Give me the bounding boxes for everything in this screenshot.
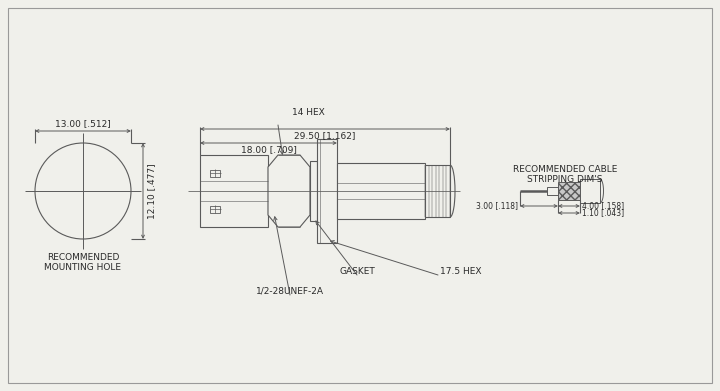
Bar — [337, 163, 425, 219]
Bar — [425, 165, 450, 217]
Text: 14 HEX: 14 HEX — [292, 108, 325, 117]
Text: RECOMMENDED
MOUNTING HOLE: RECOMMENDED MOUNTING HOLE — [45, 253, 122, 273]
Bar — [210, 170, 220, 176]
Text: 17.5 HEX: 17.5 HEX — [440, 267, 482, 276]
Bar — [558, 182, 580, 200]
Text: 12.10 [.477]: 12.10 [.477] — [147, 163, 156, 219]
Text: 1/2-28UNEF-2A: 1/2-28UNEF-2A — [256, 287, 324, 296]
Bar — [547, 187, 558, 195]
Text: 13.00 [.512]: 13.00 [.512] — [55, 119, 111, 128]
Text: RECOMMENDED CABLE
STRIPPING DIM'S: RECOMMENDED CABLE STRIPPING DIM'S — [513, 165, 617, 185]
Text: 4.00 [.158]: 4.00 [.158] — [582, 201, 624, 210]
Polygon shape — [268, 155, 310, 227]
Text: 29.50 [1.162]: 29.50 [1.162] — [294, 131, 356, 140]
Text: 3.00 [.118]: 3.00 [.118] — [476, 201, 518, 210]
Text: 18.00 [.709]: 18.00 [.709] — [240, 145, 297, 154]
Bar — [580, 179, 600, 203]
Text: GASKET: GASKET — [339, 267, 375, 276]
Bar — [200, 155, 268, 227]
Text: 1.10 [.043]: 1.10 [.043] — [582, 208, 624, 217]
Bar — [317, 139, 337, 243]
Bar — [310, 161, 317, 221]
Bar — [210, 206, 220, 212]
